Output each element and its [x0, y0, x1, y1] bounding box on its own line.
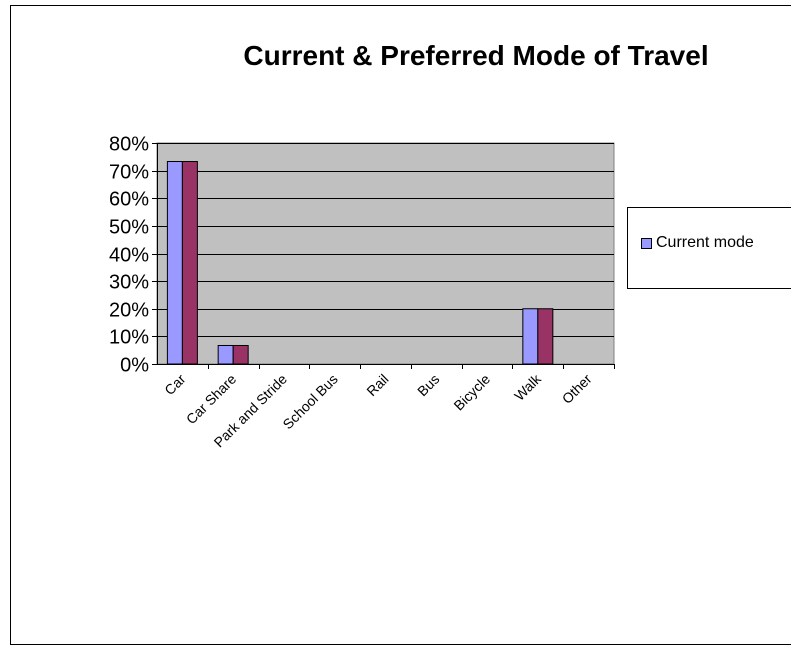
- x-tick-label: Other: [559, 371, 595, 407]
- y-tick-label: 50%: [109, 217, 149, 239]
- y-tick-label: 10%: [109, 327, 149, 349]
- legend-label: Current mode: [656, 234, 754, 251]
- y-tick-label: 70%: [109, 162, 149, 184]
- bar: [232, 344, 249, 365]
- x-tick-label: Rail: [363, 371, 391, 399]
- x-tick-label: Car: [161, 371, 189, 399]
- bar: [537, 308, 554, 365]
- bar: [166, 161, 183, 365]
- legend-swatch: [641, 237, 652, 249]
- legend-item: Current mode: [641, 234, 754, 252]
- x-tick-label: Walk: [511, 370, 545, 404]
- y-tick-label: 40%: [109, 245, 149, 267]
- bar: [522, 308, 539, 365]
- bar: [181, 161, 198, 365]
- x-tick-label: Bicycle: [450, 371, 493, 414]
- x-tick-label: Bus: [414, 371, 442, 399]
- legend: Current mode: [627, 207, 791, 289]
- chart-title: Current & Preferred Mode of Travel: [243, 40, 709, 71]
- bar: [217, 344, 234, 365]
- y-tick-label: 0%: [120, 355, 149, 377]
- x-tick-label: School Bus: [279, 371, 340, 432]
- y-tick-label: 20%: [109, 300, 149, 322]
- y-tick-label: 80%: [109, 134, 149, 156]
- y-tick-label: 60%: [109, 189, 149, 211]
- y-tick-label: 30%: [109, 272, 149, 294]
